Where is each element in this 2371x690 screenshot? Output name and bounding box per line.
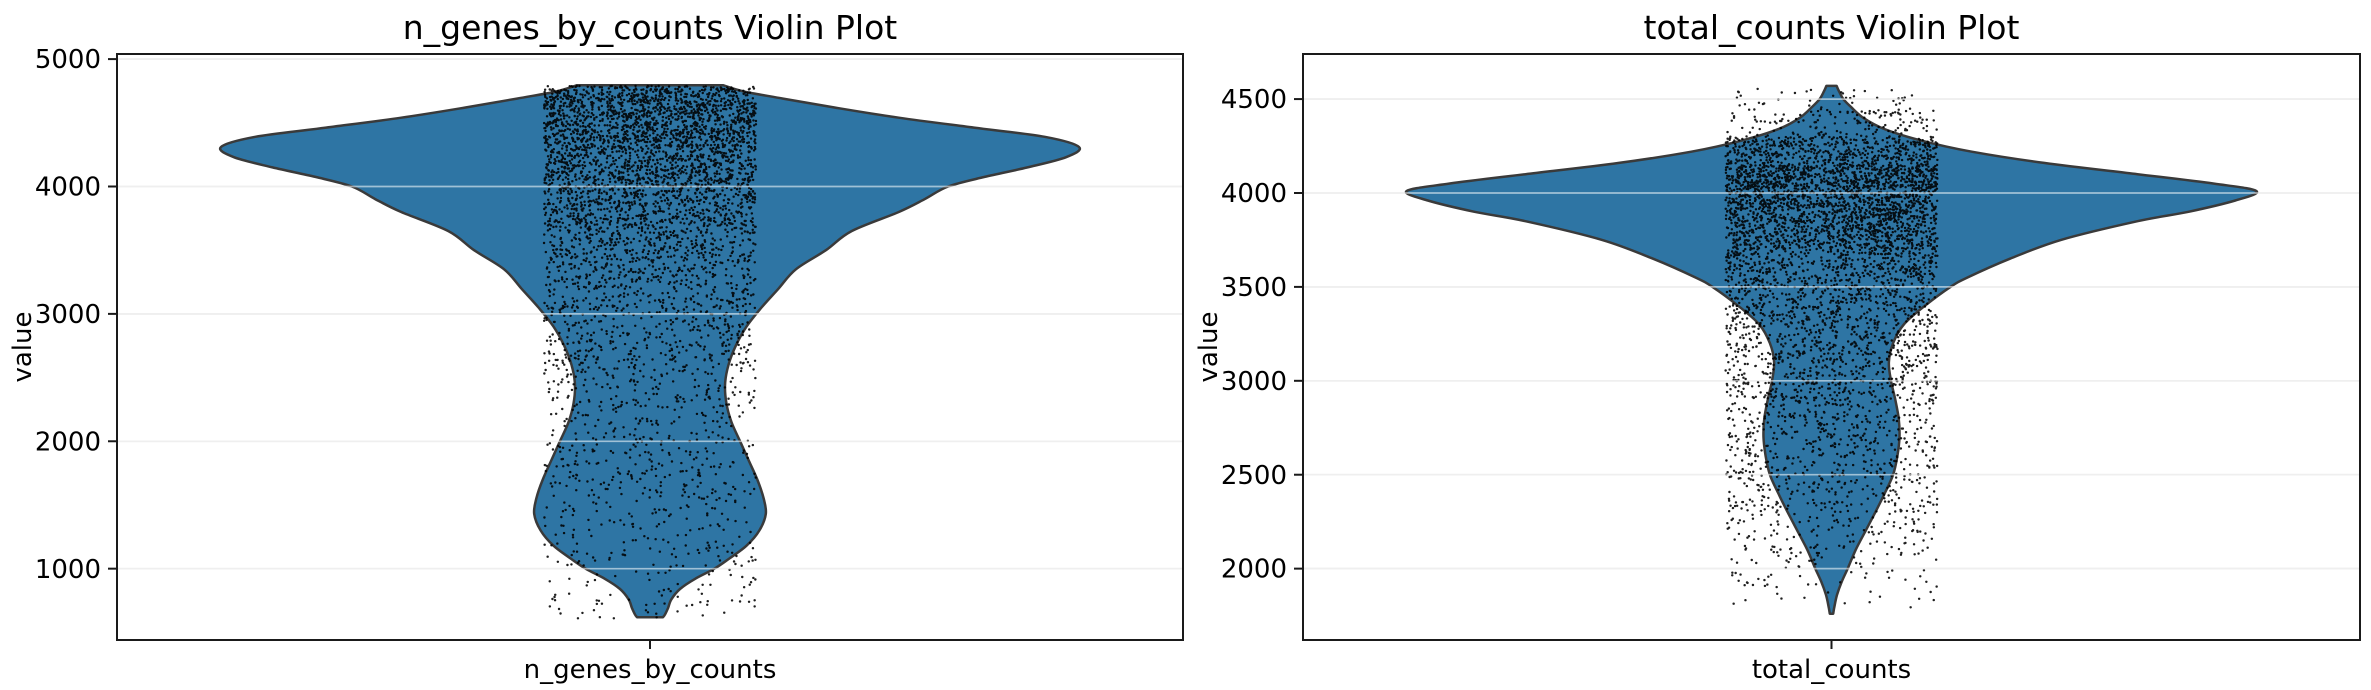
plot-title: total_counts Violin Plot [1644,8,2020,47]
y-tick-label: 4000 [1221,179,1287,209]
y-tick-label: 4500 [1221,85,1287,115]
x-axis-label: n_genes_by_counts [524,655,777,685]
plot-title: n_genes_by_counts Violin Plot [403,8,898,47]
axis-ticks: 1000 2000 3000 4000 5000 [35,45,651,649]
y-tick-label: 4000 [35,173,101,203]
violin-subplot-total-counts: 2000 2500 3000 3500 4000 4500 total_counts Vi… [1194,8,2361,685]
y-tick-label: 2000 [1221,555,1287,585]
y-tick-label: 2500 [1221,461,1287,491]
x-axis-label: total_counts [1752,655,1911,685]
y-tick-label: 3000 [35,300,101,330]
violin-shape [218,83,1082,619]
y-tick-label: 3000 [1221,367,1287,397]
y-axis-label: value [8,311,38,382]
violin-shape [1404,84,2259,615]
y-tick-label: 2000 [35,427,101,457]
axis-ticks: 2000 2500 3000 3500 4000 4500 [1221,85,1833,649]
gridline-overlay [118,58,1182,570]
jitter-points [542,84,758,620]
y-tick-label: 5000 [35,45,101,75]
y-tick-label: 1000 [35,555,101,585]
y-axis-label: value [1194,311,1224,382]
y-tick-label: 3500 [1221,273,1287,303]
jitter-points [1724,87,1939,609]
gridline-overlay [1304,98,2359,570]
violin-subplot-n-genes: 1000 2000 3000 4000 5000 n_genes_by_counts V… [8,8,1184,685]
